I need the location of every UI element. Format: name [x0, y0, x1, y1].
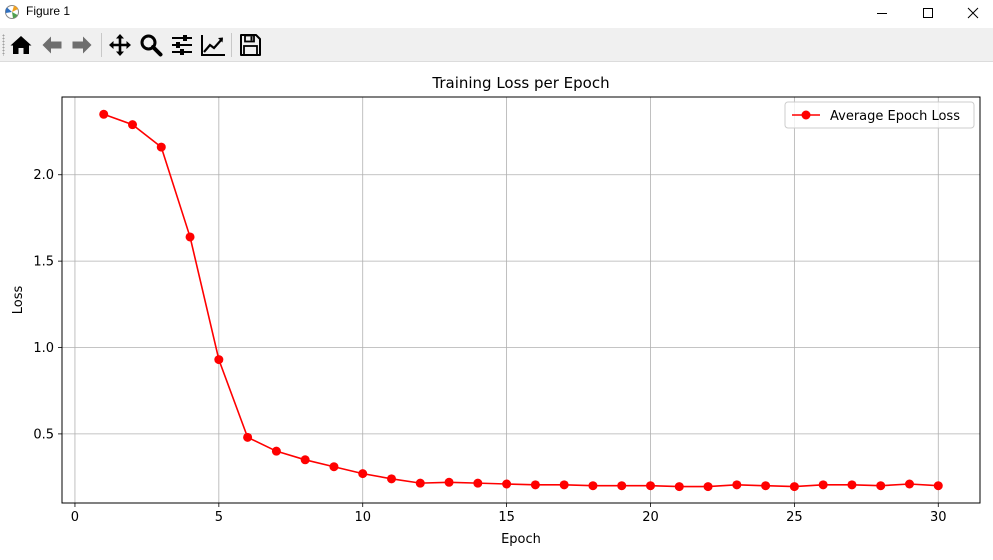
- y-tick-label: 0.5: [33, 427, 54, 442]
- toolbar-grip: [2, 34, 5, 56]
- y-tick-label: 1.0: [33, 341, 54, 356]
- data-point: [530, 480, 540, 490]
- maximize-icon: [923, 8, 933, 18]
- chart-title: Training Loss per Epoch: [431, 74, 609, 92]
- axis-ticks: 0 5 10 15 20 25 30 0.5 1.0 1.5 2.0: [33, 168, 946, 525]
- data-series: [99, 109, 943, 492]
- toolbar-separator: [101, 33, 102, 57]
- figure-canvas[interactable]: Training Loss per Epoch 0 5 10 15 20 25 30 0.5 1…: [0, 62, 993, 560]
- close-button[interactable]: [950, 0, 993, 26]
- x-tick-label: 15: [498, 510, 515, 525]
- data-point: [559, 480, 569, 490]
- data-point: [761, 481, 771, 491]
- data-point: [789, 482, 799, 492]
- legend-marker-swatch: [801, 110, 811, 120]
- data-point: [674, 482, 684, 492]
- data-point: [933, 481, 943, 491]
- configure-subplots-icon: [172, 35, 192, 55]
- y-axis-label: Loss: [11, 286, 26, 315]
- data-point: [617, 481, 627, 491]
- legend-box: [784, 101, 975, 129]
- home-icon: [10, 36, 32, 54]
- y-tick-label: 1.5: [33, 255, 54, 270]
- data-point: [387, 474, 397, 484]
- minimize-button[interactable]: [859, 0, 905, 26]
- pan-button[interactable]: [106, 31, 134, 59]
- data-point: [214, 355, 224, 365]
- x-tick-label: 25: [786, 510, 803, 525]
- axes-frame: [61, 96, 981, 504]
- data-point: [444, 477, 454, 487]
- data-point: [128, 120, 138, 130]
- matplotlib-app-icon: [5, 5, 19, 19]
- y-tick-label: 2.0: [33, 168, 54, 183]
- window-title: Figure 1: [26, 4, 71, 18]
- data-point: [358, 469, 368, 479]
- window-titlebar: Figure 1: [0, 0, 993, 26]
- back-arrow-icon: [42, 36, 62, 54]
- data-point: [243, 432, 253, 442]
- data-point: [847, 480, 857, 490]
- data-point: [502, 479, 512, 489]
- legend: Average Epoch Loss: [784, 101, 975, 129]
- data-point: [156, 142, 166, 152]
- grid-lines: [62, 97, 980, 503]
- data-point: [732, 480, 742, 490]
- configure-subplots-button[interactable]: [168, 31, 196, 59]
- minimize-icon: [877, 13, 887, 14]
- data-point: [588, 481, 598, 491]
- home-button[interactable]: [7, 31, 35, 59]
- data-point: [185, 232, 195, 242]
- data-point: [818, 480, 828, 490]
- data-point: [415, 478, 425, 488]
- data-point: [473, 478, 483, 488]
- x-tick-label: 10: [354, 510, 371, 525]
- zoom-magnifier-icon: [140, 34, 163, 57]
- zoom-button[interactable]: [137, 31, 165, 59]
- data-point: [703, 482, 713, 492]
- data-point: [876, 481, 886, 491]
- data-point: [99, 109, 109, 119]
- x-tick-label: 20: [642, 510, 659, 525]
- data-point: [645, 481, 655, 491]
- data-point: [329, 462, 339, 472]
- back-button[interactable]: [38, 31, 66, 59]
- navigation-toolbar: [0, 28, 993, 62]
- save-floppy-icon: [240, 34, 261, 56]
- x-tick-label: 30: [930, 510, 947, 525]
- data-point: [300, 455, 310, 465]
- edit-axis-curve-icon: [201, 35, 225, 56]
- pan-move-icon: [109, 34, 131, 56]
- edit-axis-button[interactable]: [199, 31, 227, 59]
- x-tick-label: 0: [71, 510, 79, 525]
- close-icon: [967, 7, 979, 19]
- x-tick-label: 5: [215, 510, 223, 525]
- x-axis-label: Epoch: [501, 532, 541, 547]
- series-line: [103, 113, 939, 488]
- toolbar-separator: [231, 33, 232, 57]
- data-point: [271, 446, 281, 456]
- forward-button[interactable]: [68, 31, 96, 59]
- data-point: [904, 479, 914, 489]
- legend-entry-label: Average Epoch Loss: [830, 109, 960, 124]
- maximize-button[interactable]: [905, 0, 951, 26]
- save-button[interactable]: [236, 31, 264, 59]
- forward-arrow-icon: [72, 36, 92, 54]
